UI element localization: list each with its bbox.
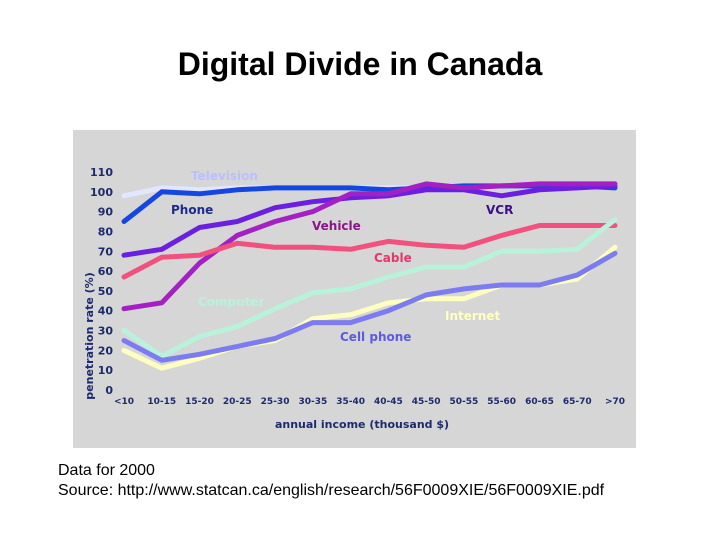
x-tick-label: <10 [114, 397, 134, 407]
y-axis: 0 10 20 30 40 50 60 70 80 90 100 110 [90, 166, 113, 397]
chart-panel: 0 10 20 30 40 50 60 70 80 90 100 110 <10 10-15 15-20 2… [73, 130, 636, 448]
slide-title: Digital Divide in Canada [177, 46, 543, 82]
series-labels: Television Phone VCR Vehicle Cable Computer In… [171, 169, 513, 344]
series-label-vcr: VCR [486, 203, 513, 217]
series-label-internet: Internet [445, 309, 500, 323]
x-tick-label: 65-70 [563, 397, 592, 407]
x-tick-label: 20-25 [223, 397, 252, 407]
y-tick-label: 60 [98, 265, 114, 278]
series-label-computer: Computer [198, 295, 265, 309]
x-tick-label: 45-50 [412, 397, 441, 407]
y-tick-label: 80 [98, 225, 114, 238]
y-axis-label: penetration rate (%) [83, 272, 96, 399]
x-tick-label: 30-35 [298, 397, 327, 407]
x-tick-label: 50-55 [450, 397, 479, 407]
y-tick-label: 30 [98, 325, 114, 338]
series-line-vehicle [121, 181, 618, 312]
x-axis-label: annual income (thousand $) [275, 418, 449, 431]
caption-data-year: Data for 2000 [58, 462, 155, 479]
y-tick-label: 100 [90, 186, 113, 199]
x-tick-label: 15-20 [185, 397, 214, 407]
y-tick-label: 50 [98, 285, 114, 298]
x-tick-label: >70 [605, 397, 625, 407]
x-axis: <10 10-15 15-20 20-25 25-30 30-35 35-40 40-45 45… [114, 397, 625, 407]
series-lines [121, 181, 618, 371]
caption: Data for 2000 Source: http://www.statcan… [58, 461, 708, 501]
y-tick-label: 90 [98, 206, 114, 219]
series-line-computer [121, 217, 618, 359]
x-tick-label: 55-60 [487, 397, 516, 407]
y-tick-label: 110 [90, 166, 113, 179]
series-label-phone: Phone [171, 203, 213, 217]
series-line-cell-phone [121, 250, 618, 363]
x-tick-label: 35-40 [336, 397, 365, 407]
x-tick-label: 25-30 [261, 397, 290, 407]
y-tick-label: 10 [98, 364, 114, 377]
x-tick-label: 60-65 [525, 397, 554, 407]
y-tick-label: 70 [98, 245, 114, 258]
x-tick-label: 40-45 [374, 397, 403, 407]
line-chart: 0 10 20 30 40 50 60 70 80 90 100 110 <10 10-15 15-20 2… [83, 166, 625, 431]
x-tick-label: 10-15 [147, 397, 176, 407]
series-label-vehicle: Vehicle [312, 219, 361, 233]
y-tick-label: 0 [105, 384, 113, 397]
series-label-cell-phone: Cell phone [340, 330, 411, 344]
series-label-television: Television [191, 169, 258, 183]
y-tick-label: 40 [98, 305, 114, 318]
series-line-vcr [121, 183, 618, 258]
series-label-cable: Cable [374, 251, 412, 265]
y-tick-label: 20 [98, 344, 114, 357]
caption-source: Source: http://www.statcan.ca/english/re… [58, 482, 605, 499]
series-line-cable [121, 223, 618, 280]
